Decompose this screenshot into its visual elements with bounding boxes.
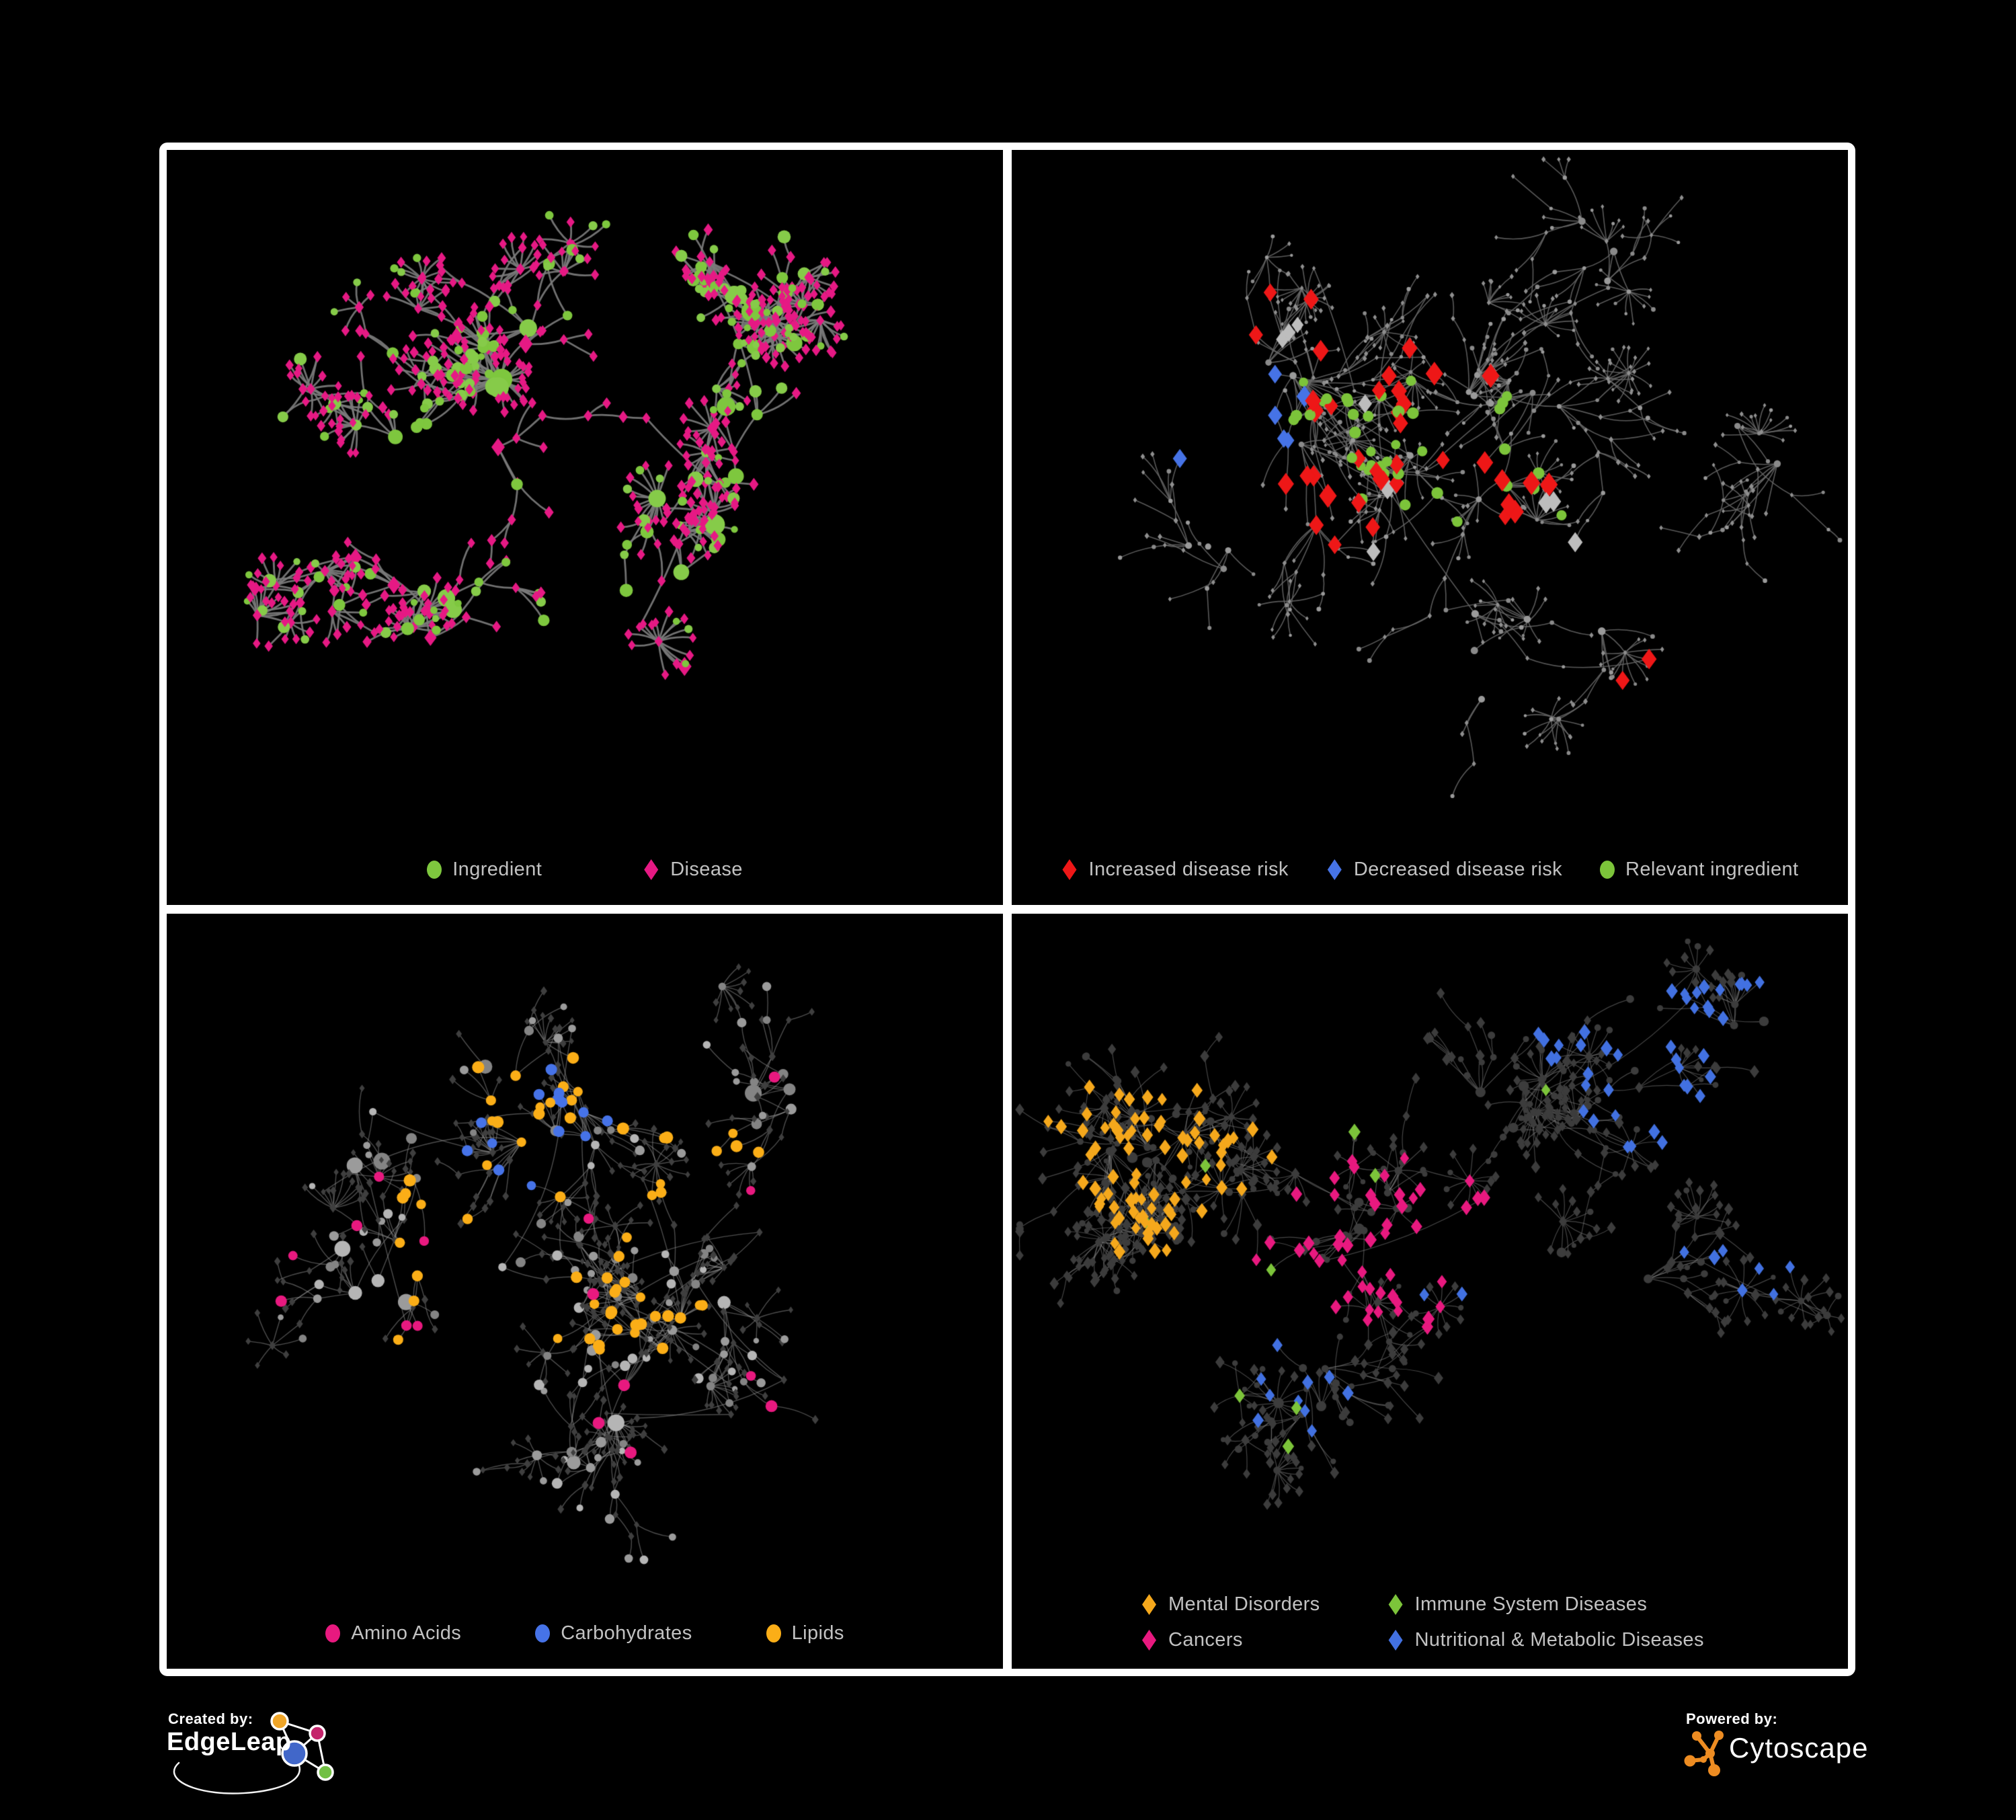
amino-acids-circle-icon	[325, 1624, 341, 1643]
immune-diseases-diamond-icon	[1388, 1594, 1403, 1615]
cytoscape-wordmark: Cytoscape	[1729, 1732, 1869, 1764]
panel-disease-risk: Increased disease risk Decreased disease…	[1012, 150, 1848, 905]
legend-item-carbohydrates: Carbohydrates	[535, 1622, 692, 1645]
nutritional-metabolic-diamond-icon	[1388, 1630, 1403, 1651]
ingredient-circle-icon	[427, 861, 442, 879]
legend-label-relevant-ingredient: Relevant ingredient	[1625, 859, 1799, 880]
legend-item-immune-diseases: Immune System Diseases	[1387, 1593, 1704, 1616]
network-canvas-disease-categories	[1012, 914, 1848, 1669]
cytoscape-credit: Powered by: Cytoscape	[1681, 1706, 1869, 1787]
legend-item-disease: Disease	[643, 859, 743, 881]
legend-label-cancers: Cancers	[1168, 1629, 1243, 1651]
carbohydrates-circle-icon	[535, 1624, 551, 1643]
legend-disease-categories: Mental Disorders Immune System Diseases …	[1141, 1593, 1704, 1651]
panel-ingredient-disease: Ingredient Disease	[167, 150, 1003, 905]
legend-item-increased-risk: Increased disease risk	[1061, 859, 1288, 881]
disease-diamond-icon	[644, 859, 659, 880]
powered-by-label: Powered by:	[1686, 1710, 1778, 1727]
legend-label-nutritional-metabolic: Nutritional & Metabolic Diseases	[1414, 1629, 1704, 1651]
lipids-circle-icon	[766, 1624, 781, 1643]
legend-label-amino-acids: Amino Acids	[351, 1622, 462, 1644]
created-by-label: Created by:	[168, 1710, 253, 1727]
relevant-ingredient-circle-icon	[1600, 861, 1615, 879]
legend-label-disease: Disease	[670, 859, 743, 880]
network-canvas-disease-risk	[1012, 150, 1848, 905]
decreased-risk-diamond-icon	[1327, 859, 1342, 880]
legend-item-amino-acids: Amino Acids	[325, 1622, 461, 1645]
edgeleap-logo-icon	[173, 1712, 334, 1794]
panel-ingredient-classes: Amino Acids Carbohydrates Lipids	[167, 914, 1003, 1669]
legend-item-lipids: Lipids	[766, 1622, 844, 1645]
edgeleap-wordmark: EdgeLeap	[167, 1728, 292, 1756]
network-canvas-ingredient-disease	[167, 150, 1003, 905]
edgeleap-credit: Created by: EdgeLeap	[161, 1706, 370, 1801]
mental-disorders-diamond-icon	[1142, 1594, 1156, 1615]
panel-disease-categories: Mental Disorders Immune System Diseases …	[1012, 914, 1848, 1669]
legend-item-relevant-ingredient: Relevant ingredient	[1600, 859, 1798, 881]
legend-item-decreased-risk: Decreased disease risk	[1326, 859, 1562, 881]
increased-risk-diamond-icon	[1062, 859, 1077, 880]
network-canvas-ingredient-classes	[167, 914, 1003, 1669]
legend-item-nutritional-metabolic: Nutritional & Metabolic Diseases	[1387, 1629, 1704, 1651]
legend-item-cancers: Cancers	[1141, 1629, 1320, 1651]
legend-disease-risk: Increased disease risk Decreased disease…	[1012, 859, 1848, 881]
legend-label-immune-diseases: Immune System Diseases	[1414, 1593, 1648, 1615]
cytoscape-logo-icon	[1684, 1731, 1724, 1776]
legend-label-decreased-risk: Decreased disease risk	[1353, 859, 1563, 880]
legend-label-lipids: Lipids	[791, 1622, 844, 1644]
legend-label-carbohydrates: Carbohydrates	[561, 1622, 692, 1644]
legend-item-ingredient: Ingredient	[427, 859, 542, 881]
cancers-diamond-icon	[1142, 1630, 1156, 1651]
legend-label-increased-risk: Increased disease risk	[1088, 859, 1289, 880]
figure-frame: Ingredient Disease Increased disease ris…	[159, 143, 1855, 1676]
legend-label-ingredient: Ingredient	[452, 859, 542, 880]
legend-label-mental-disorders: Mental Disorders	[1168, 1593, 1320, 1615]
legend-ingredient-disease: Ingredient Disease	[167, 859, 1003, 881]
legend-item-mental-disorders: Mental Disorders	[1141, 1593, 1320, 1616]
legend-ingredient-classes: Amino Acids Carbohydrates Lipids	[167, 1622, 1003, 1645]
